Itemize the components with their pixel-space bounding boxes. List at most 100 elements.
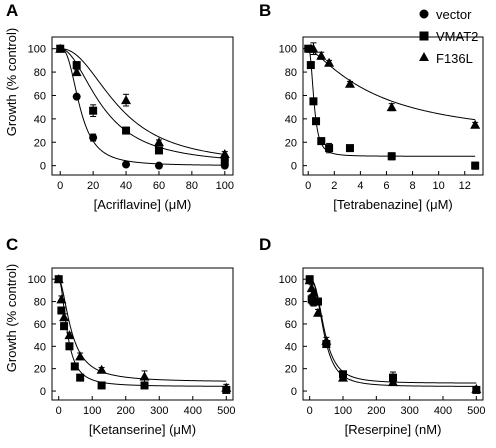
x-tick-label-d: 100	[334, 405, 352, 417]
x-tick-label-b: 0	[305, 180, 311, 192]
x-tick-label-c: 300	[150, 405, 168, 417]
fit-curve-vmat2-a	[60, 48, 225, 159]
x-tick-label-b: 10	[433, 180, 445, 192]
data-point-vmat2-c	[97, 381, 106, 390]
panel-letter-c: C	[6, 235, 18, 254]
data-point-f136l-d	[471, 383, 482, 393]
data-point-f136l-b	[324, 57, 335, 67]
x-tick-label-c: 200	[117, 405, 135, 417]
data-point-vmat2-b	[387, 152, 396, 161]
x-tick-label-d: 200	[367, 405, 385, 417]
data-point-f136l-c	[96, 364, 107, 374]
legend-marker-vmat2	[419, 31, 429, 41]
y-tick-label-a: 60	[34, 90, 46, 102]
data-point-f136l-d	[388, 377, 398, 387]
x-tick-label-b: 4	[357, 180, 363, 192]
data-point-vmat2-a	[220, 156, 229, 165]
data-point-f136l-a	[71, 67, 82, 77]
y-tick-label-b: 100	[279, 44, 297, 56]
fit-curve-vmat2-d	[309, 278, 477, 387]
y-tick-label-b: 60	[285, 90, 297, 102]
data-point-vector-a	[154, 161, 163, 170]
data-point-f136l-b	[316, 50, 327, 60]
y-tick-label-c: 0	[40, 386, 46, 398]
y-tick-label-c: 100	[28, 274, 46, 286]
data-point-f136l-b	[386, 102, 397, 112]
data-point-vmat2-c	[65, 342, 74, 351]
x-tick-label-d: 0	[307, 405, 313, 417]
x-tick-label-d: 500	[467, 405, 485, 417]
data-point-vmat2-a	[122, 126, 131, 135]
data-point-vmat2-b	[317, 137, 326, 146]
plot-frame-d	[302, 267, 484, 401]
y-tick-label-b: 40	[285, 114, 297, 126]
x-tick-label-b: 2	[331, 180, 337, 192]
x-tick-label-c: 500	[217, 405, 235, 417]
x-tick-label-a: 20	[87, 180, 99, 192]
x-tick-label-a: 0	[57, 180, 63, 192]
fit-curve-f136l-a	[60, 48, 225, 155]
panel-letter-d: D	[259, 235, 271, 254]
data-point-vmat2-c	[57, 306, 66, 315]
data-point-vector-a	[72, 92, 81, 101]
panel-d: D 0 100 200 300 400 500 0 20 40 60 80 100 [Reserpine]…	[259, 235, 486, 437]
y-tick-label-a: 0	[40, 161, 46, 173]
data-point-f136l-d	[313, 307, 323, 317]
data-point-f136l-c	[53, 274, 64, 284]
fit-curve-vmat2-c	[58, 278, 227, 387]
data-point-vmat2-c	[140, 381, 149, 390]
x-tick-label-a: 80	[186, 180, 198, 192]
data-point-f136l-c	[221, 382, 232, 392]
fit-curve-vector-a	[60, 48, 225, 166]
data-point-f136l-d	[304, 275, 315, 285]
data-point-f136l-d	[338, 372, 348, 382]
data-point-vmat2-b	[325, 144, 334, 153]
data-point-f136l-c	[75, 351, 86, 361]
x-tick-label-b: 12	[459, 180, 471, 192]
data-point-vmat2-b	[345, 144, 354, 153]
data-point-vmat2-b	[306, 61, 315, 70]
data-point-f136l-a	[153, 137, 164, 147]
y-tick-label-c: 60	[34, 319, 46, 331]
data-point-vmat2-d	[314, 297, 322, 306]
y-tick-label-b: 20	[285, 137, 297, 149]
x-tick-label-c: 0	[56, 405, 62, 417]
x-tick-label-b: 8	[410, 180, 416, 192]
data-point-f136l-a	[219, 148, 230, 158]
legend-marker-vector	[419, 9, 429, 19]
plot-frame-a	[51, 36, 234, 176]
legend-label-f136l: F136L	[436, 51, 473, 66]
data-point-f136l-d	[321, 335, 332, 345]
x-tick-label-c: 400	[184, 405, 202, 417]
x-tick-label-d: 400	[434, 405, 452, 417]
legend-label-vmat2: VMAT2	[436, 29, 478, 44]
fit-curve-f136l-d	[309, 278, 477, 384]
data-point-vmat2-b	[309, 97, 318, 106]
data-point-vmat2-c	[70, 362, 79, 371]
panel-a: A 0 20 40 60 80 100 0 20 40 60 80 100 [Acriflavine] (…	[6, 1, 234, 212]
data-point-f136l-d	[308, 287, 319, 297]
panel-letter-b: B	[259, 1, 271, 20]
x-tick-label-a: 60	[153, 180, 165, 192]
data-point-vmat2-a	[89, 106, 98, 115]
y-tick-label-a: 100	[28, 44, 46, 56]
y-tick-label-b: 0	[291, 161, 297, 173]
y-tick-label-a: 20	[34, 137, 46, 149]
legend: vector VMAT2 F136L	[419, 7, 478, 66]
fit-curve-f136l-c	[58, 278, 227, 382]
data-point-vmat2-c	[60, 322, 69, 331]
y-tick-label-d: 40	[285, 341, 297, 353]
data-point-vmat2-d	[309, 297, 318, 306]
data-point-f136l-b	[344, 78, 355, 88]
data-point-vmat2-b	[471, 161, 480, 170]
x-tick-label-a: 100	[216, 180, 234, 192]
y-axis-title-top: Growth (% control)	[4, 28, 19, 136]
x-axis-label-b: [Tetrabenazine] (μM)	[333, 197, 452, 212]
panel-letter-a: A	[6, 1, 18, 20]
legend-label-vector: vector	[436, 7, 472, 22]
data-point-f136l-a	[55, 43, 66, 53]
data-point-vmat2-b	[312, 117, 321, 126]
y-tick-label-c: 40	[34, 341, 46, 353]
plot-frame-c	[51, 267, 234, 401]
